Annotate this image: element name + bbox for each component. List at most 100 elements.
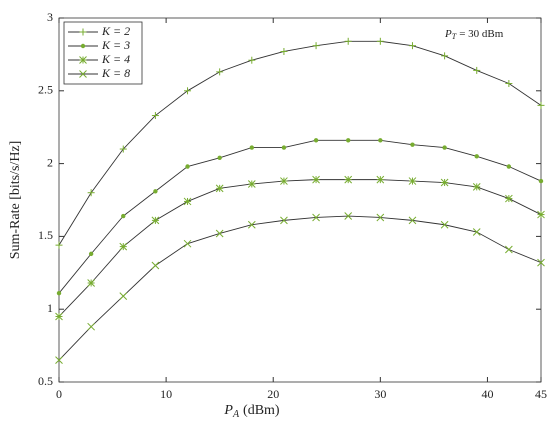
marker-dot bbox=[538, 178, 544, 184]
marker-stroke bbox=[247, 180, 256, 188]
data-point bbox=[87, 322, 95, 331]
data-point bbox=[153, 189, 158, 194]
x-axis-label: PA (dBm) bbox=[223, 403, 280, 420]
marker-stroke bbox=[119, 292, 128, 300]
data-point bbox=[151, 216, 160, 225]
data-point bbox=[440, 220, 449, 229]
x-tick-label: 30 bbox=[374, 387, 386, 401]
marker-dot bbox=[506, 164, 512, 169]
marker-dot bbox=[442, 145, 447, 150]
x-tick-label: 10 bbox=[160, 387, 172, 401]
data-point bbox=[215, 229, 224, 238]
data-point bbox=[215, 184, 224, 193]
legend-marker bbox=[79, 70, 87, 78]
marker-stroke bbox=[408, 216, 417, 225]
marker-stroke bbox=[55, 312, 63, 321]
marker-stroke bbox=[440, 220, 449, 229]
data-point bbox=[505, 194, 513, 203]
marker-dot bbox=[378, 138, 383, 143]
data-point bbox=[216, 68, 224, 76]
data-point bbox=[344, 37, 352, 45]
marker-dot bbox=[80, 43, 86, 49]
marker-dot bbox=[281, 145, 287, 150]
marker-dot bbox=[217, 155, 222, 160]
data-point bbox=[87, 189, 95, 197]
data-point bbox=[344, 175, 353, 184]
data-point bbox=[313, 138, 319, 143]
annotation-symbol: P bbox=[444, 28, 452, 40]
data-point bbox=[281, 145, 287, 150]
marker-dot bbox=[346, 138, 351, 143]
data-point bbox=[538, 178, 544, 184]
data-point bbox=[472, 228, 481, 236]
marker-stroke bbox=[151, 216, 160, 225]
data-point bbox=[537, 101, 545, 109]
marker-stroke bbox=[440, 178, 449, 187]
data-point bbox=[185, 164, 190, 169]
marker-stroke bbox=[79, 70, 87, 78]
series-line bbox=[58, 215, 542, 361]
y-axis-label: Sum-Rate [bits/s/Hz] bbox=[8, 141, 23, 260]
legend-marker bbox=[79, 56, 87, 64]
marker-stroke bbox=[151, 261, 160, 270]
marker-dot bbox=[313, 138, 319, 143]
data-point bbox=[376, 213, 385, 222]
y-tick-label: 3 bbox=[47, 10, 53, 24]
marker-stroke bbox=[87, 279, 95, 287]
y-tick-label: 2 bbox=[47, 155, 53, 169]
marker-stroke bbox=[312, 213, 320, 222]
marker-stroke bbox=[505, 245, 513, 254]
data-point bbox=[472, 183, 481, 191]
marker-stroke bbox=[344, 212, 353, 220]
series-line bbox=[58, 179, 542, 317]
data-point bbox=[408, 216, 417, 225]
legend-label: K = 4 bbox=[101, 52, 130, 66]
annotation: PT = 30 dBm bbox=[444, 28, 504, 41]
data-point bbox=[473, 66, 481, 74]
data-point bbox=[376, 175, 385, 184]
data-point bbox=[183, 197, 192, 206]
marker-dot bbox=[410, 142, 415, 147]
data-point bbox=[183, 239, 192, 248]
legend-label: K = 2 bbox=[101, 24, 130, 38]
x-label-subscript: A bbox=[232, 409, 240, 420]
marker-stroke bbox=[537, 258, 545, 267]
marker-dot bbox=[185, 164, 190, 169]
data-point bbox=[119, 242, 128, 251]
y-tick-label: 1 bbox=[47, 301, 53, 315]
data-point bbox=[537, 210, 545, 219]
x-label-unit: (dBm) bbox=[243, 403, 280, 418]
data-point bbox=[151, 112, 159, 120]
data-point bbox=[410, 142, 415, 147]
data-point bbox=[55, 241, 63, 249]
x-tick-label: 0 bbox=[56, 387, 62, 401]
data-point bbox=[56, 290, 62, 296]
series-line bbox=[58, 139, 542, 294]
data-point bbox=[376, 37, 384, 45]
marker-stroke bbox=[472, 183, 481, 191]
x-tick-label: 45 bbox=[535, 387, 547, 401]
data-point bbox=[119, 145, 127, 153]
data-point bbox=[248, 56, 256, 64]
marker-stroke bbox=[247, 220, 256, 229]
marker-dot bbox=[153, 189, 158, 194]
data-point bbox=[506, 164, 512, 169]
data-point bbox=[247, 180, 256, 188]
legend-marker bbox=[79, 28, 87, 36]
legend-label: K = 3 bbox=[101, 38, 130, 52]
marker-dot bbox=[474, 154, 479, 159]
marker-stroke bbox=[215, 229, 224, 238]
marker-stroke bbox=[215, 184, 224, 193]
marker-dot bbox=[249, 145, 254, 150]
marker-stroke bbox=[344, 175, 353, 184]
annotation-text: = 30 dBm bbox=[459, 28, 504, 40]
data-point bbox=[408, 177, 417, 185]
marker-stroke bbox=[183, 197, 192, 206]
data-point bbox=[217, 155, 222, 160]
data-point bbox=[312, 175, 320, 184]
y-tick-label: 1.5 bbox=[38, 228, 53, 242]
data-point bbox=[55, 312, 63, 321]
y-tick-label: 0.5 bbox=[38, 374, 53, 388]
data-point bbox=[119, 292, 128, 300]
